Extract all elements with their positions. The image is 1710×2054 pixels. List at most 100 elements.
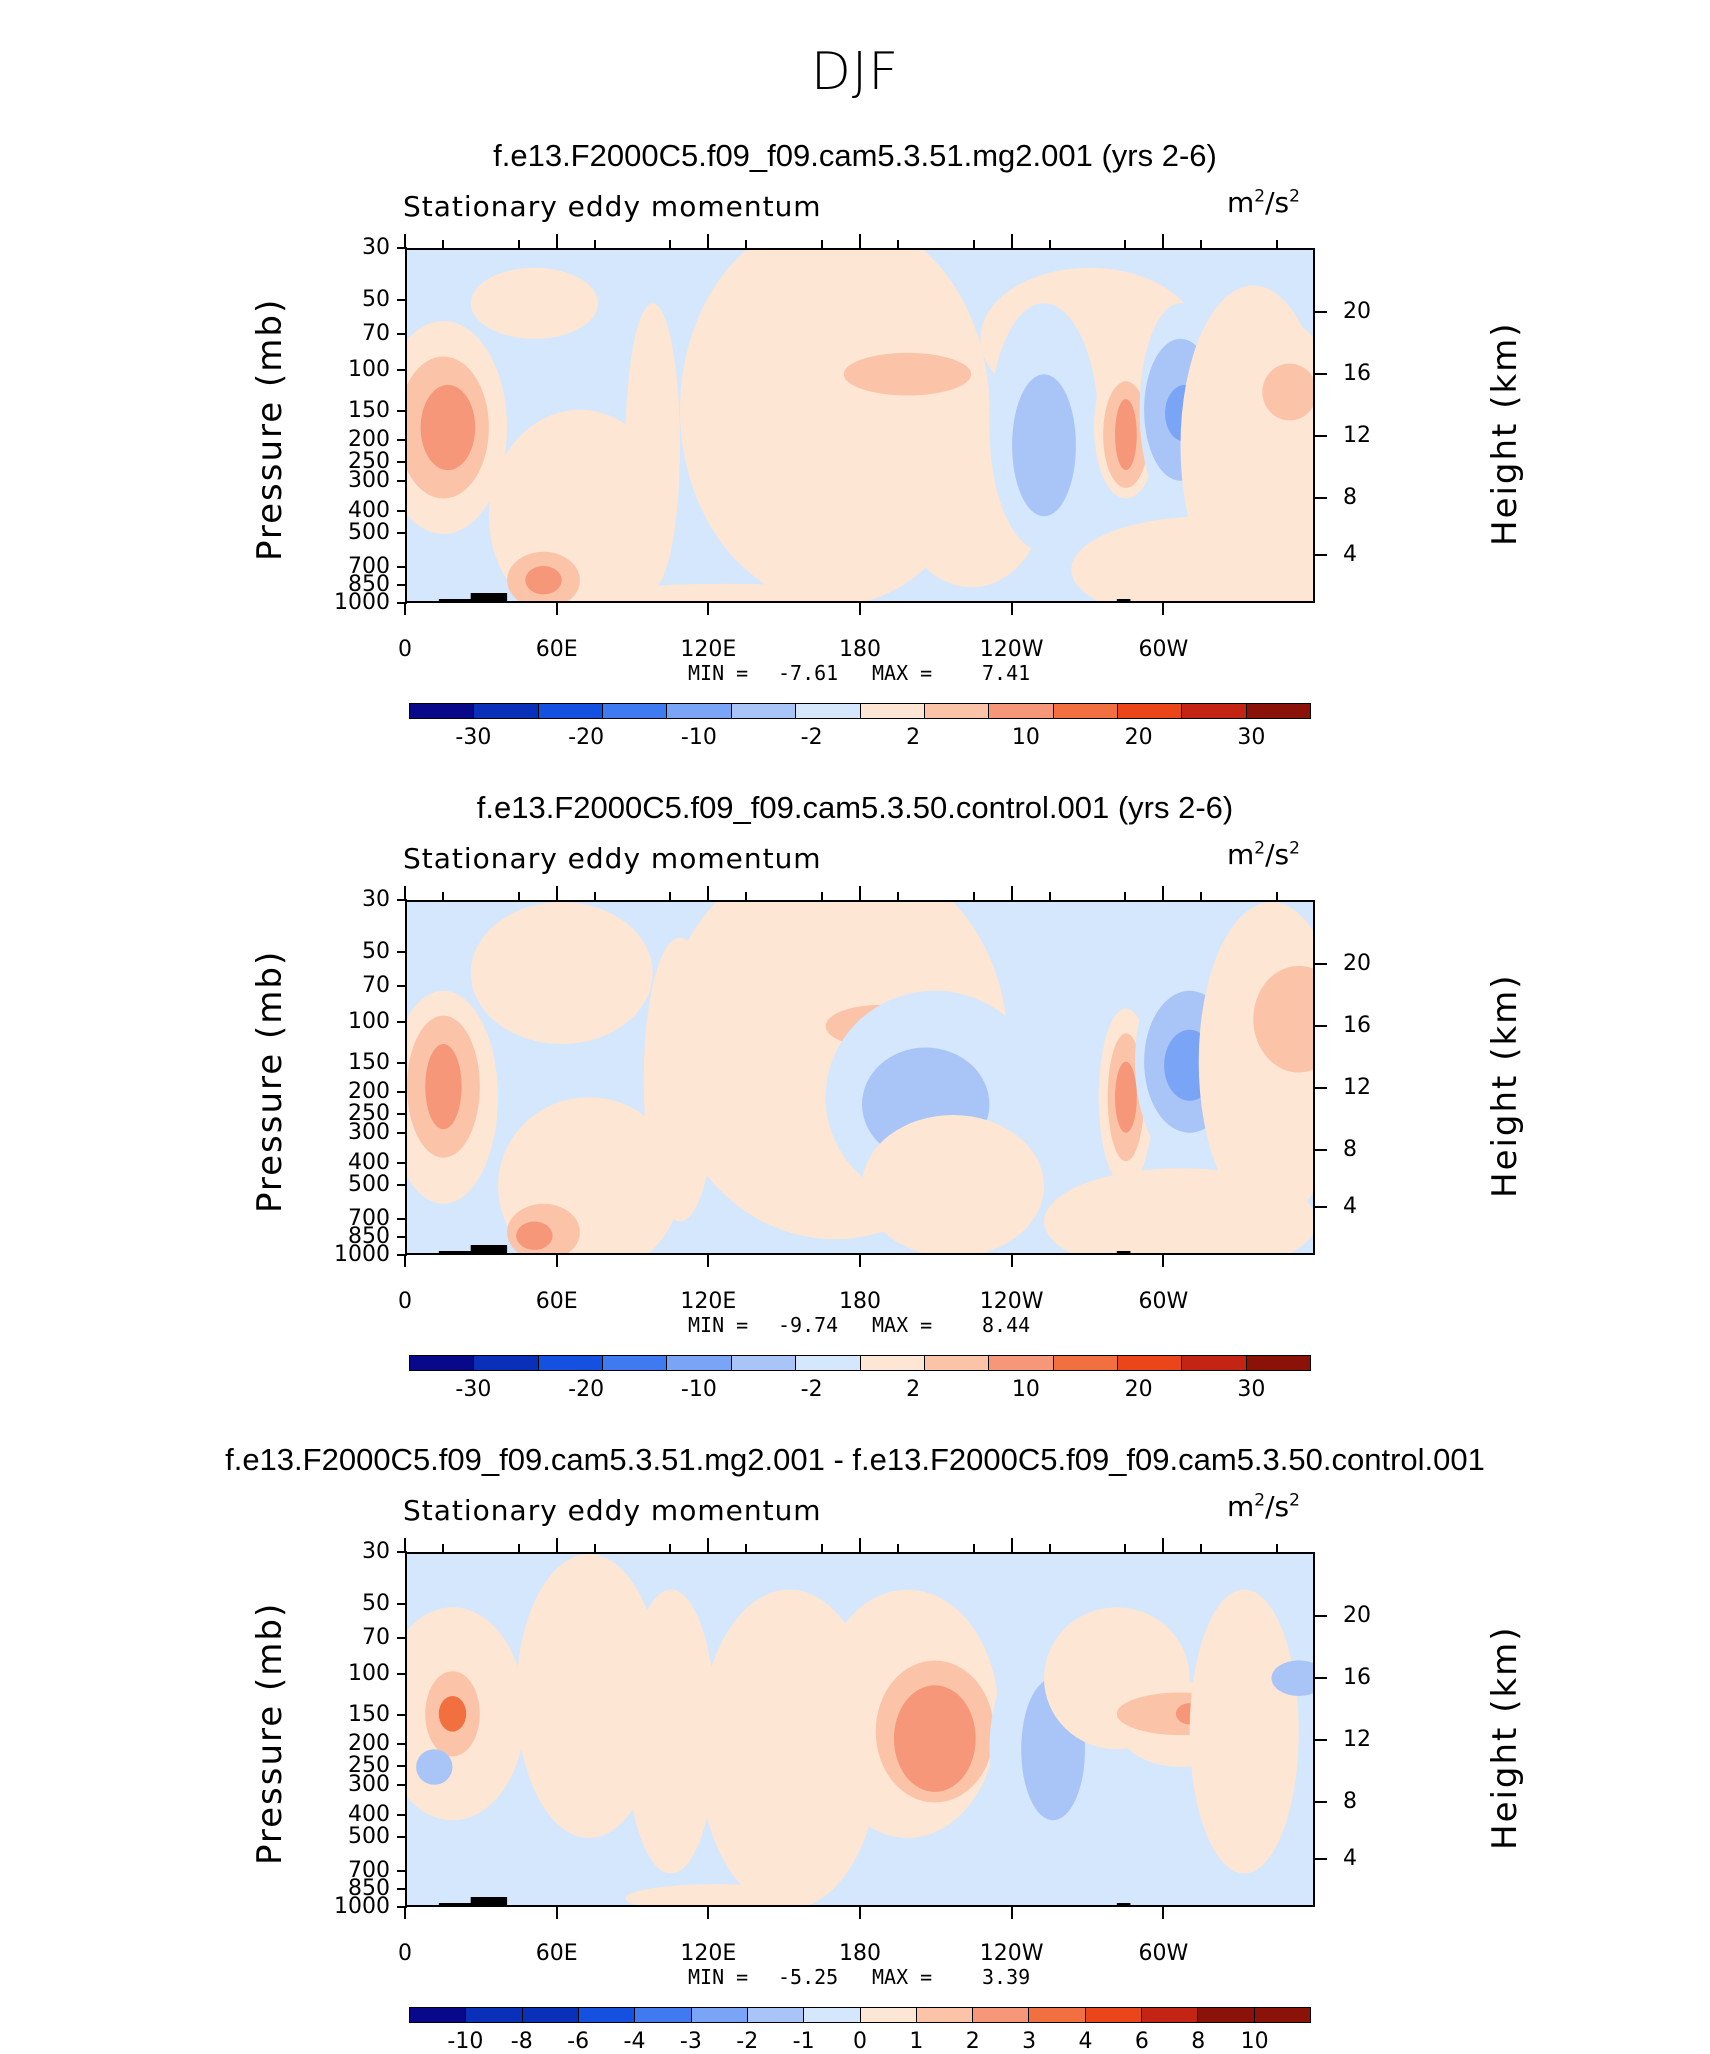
terrain	[470, 1897, 508, 1905]
x-tick-label: 120E	[680, 1941, 737, 1966]
contour-region	[1044, 1168, 1313, 1253]
contour-region	[516, 1221, 553, 1250]
colorbar-box	[538, 1356, 604, 1370]
variable-label: Stationary eddy momentum	[403, 842, 822, 875]
colorbar-box	[410, 1356, 475, 1370]
x-minor-tick	[972, 892, 975, 900]
y-tick-label: 400	[348, 1150, 390, 1176]
x-minor-tick	[441, 240, 444, 248]
colorbar-box	[691, 2008, 748, 2022]
x-tick-label: 120W	[979, 1289, 1044, 1314]
y-tick-label: 50	[362, 1591, 390, 1617]
x-minor-tick	[1200, 1544, 1203, 1552]
y-tick-label: 100	[348, 356, 390, 382]
x-tick-bottom	[1162, 603, 1165, 615]
contour-region	[1189, 1589, 1299, 1874]
colorbar-box	[731, 1356, 797, 1370]
colorbar-box	[410, 2008, 467, 2022]
y-tick	[397, 247, 407, 249]
contour-region	[862, 1115, 1044, 1253]
x-minor-tick	[517, 892, 520, 900]
y-tick	[397, 1091, 407, 1094]
colorbar-box	[1246, 704, 1311, 718]
x-minor-tick	[517, 240, 520, 248]
x-minor-tick	[669, 892, 672, 900]
colorbar-box	[474, 704, 539, 718]
height-tick-label: 20	[1343, 1602, 1371, 1628]
y-tick-label: 250	[348, 1753, 390, 1779]
y-tick-label: 300	[348, 1119, 390, 1145]
colorbar-box	[466, 2008, 523, 2022]
min-value: -5.25	[778, 1965, 839, 1989]
y-tick-label: 50	[362, 939, 390, 965]
units-sep: /s	[1265, 838, 1290, 871]
colorbar-box	[603, 1356, 668, 1370]
colorbar-label: -1	[792, 2029, 815, 2054]
contour-region	[1262, 363, 1313, 421]
y-tick	[397, 1783, 407, 1786]
colorbar-label: -30	[455, 1377, 492, 1402]
figure-title: DJF	[810, 42, 900, 102]
x-tick-label: 60E	[535, 637, 578, 662]
colorbar-label: -4	[623, 2029, 646, 2054]
x-tick-bottom	[1010, 603, 1013, 615]
x-minor-tick	[1048, 892, 1051, 900]
x-tick-bottom	[555, 603, 558, 615]
y-tick	[397, 333, 407, 336]
colorbar-label: -10	[447, 2029, 484, 2054]
y-tick-label: 150	[348, 397, 390, 423]
y-tick	[397, 1713, 407, 1716]
colorbar-label: 3	[1022, 2029, 1037, 2054]
x-minor-tick	[1124, 1544, 1127, 1552]
x-tick-bottom	[555, 1907, 558, 1919]
y-tick-label: 200	[348, 1731, 390, 1757]
colorbar-label: 10	[1011, 1377, 1040, 1402]
contour-region	[1271, 1660, 1313, 1696]
colorbar-box	[731, 704, 797, 718]
y-tick-label: 150	[348, 1701, 390, 1727]
colorbar-box	[1182, 704, 1247, 718]
y-tick	[397, 1236, 407, 1239]
x-tick-bottom	[707, 1255, 710, 1267]
y-tick	[397, 1672, 407, 1675]
variable-label: Stationary eddy momentum	[403, 190, 822, 223]
contour-plot	[405, 1552, 1315, 1907]
y-tick	[397, 584, 407, 587]
colorbar-label: 30	[1237, 725, 1266, 750]
height-tick-label: 12	[1343, 423, 1371, 449]
colorbar-label: -20	[568, 725, 605, 750]
y-tick	[397, 1218, 407, 1221]
y-axis-title: Pressure (mb)	[250, 297, 290, 561]
y-tick-label: 1000	[334, 1894, 390, 1919]
colorbar-box	[410, 704, 475, 718]
x-minor-tick	[1048, 1544, 1051, 1552]
x-minor-tick	[1048, 240, 1051, 248]
colorbar-box	[538, 704, 604, 718]
x-tick-label: 0	[398, 1941, 412, 1966]
colorbar-box	[1254, 2008, 1310, 2022]
height-tick-label: 12	[1343, 1075, 1371, 1101]
contour-region	[420, 384, 476, 471]
height-tick	[1313, 435, 1327, 438]
contour-plot	[405, 900, 1315, 1255]
units-exp2: 2	[1289, 186, 1300, 207]
x-minor-tick	[1276, 892, 1279, 900]
colorbar-label: -30	[455, 725, 492, 750]
y-tick	[397, 1551, 407, 1553]
height-tick-label: 4	[1343, 542, 1357, 568]
max-value: 7.41	[982, 661, 1031, 685]
y-axis-title: Pressure (mb)	[250, 1601, 290, 1865]
contour-field	[407, 902, 1313, 1253]
colorbar-label: -2	[736, 2029, 759, 2054]
x-minor-tick	[441, 892, 444, 900]
y-tick	[397, 1113, 407, 1116]
colorbar-label: 6	[1134, 2029, 1149, 2054]
terrain	[780, 602, 871, 603]
x-minor-tick	[1276, 1544, 1279, 1552]
contour-region	[625, 1884, 808, 1905]
x-minor-tick	[896, 892, 899, 900]
x-minor-tick	[1124, 240, 1127, 248]
x-minor-tick	[745, 1544, 748, 1552]
x-minor-tick	[972, 1544, 975, 1552]
units-base: m	[1227, 186, 1255, 219]
